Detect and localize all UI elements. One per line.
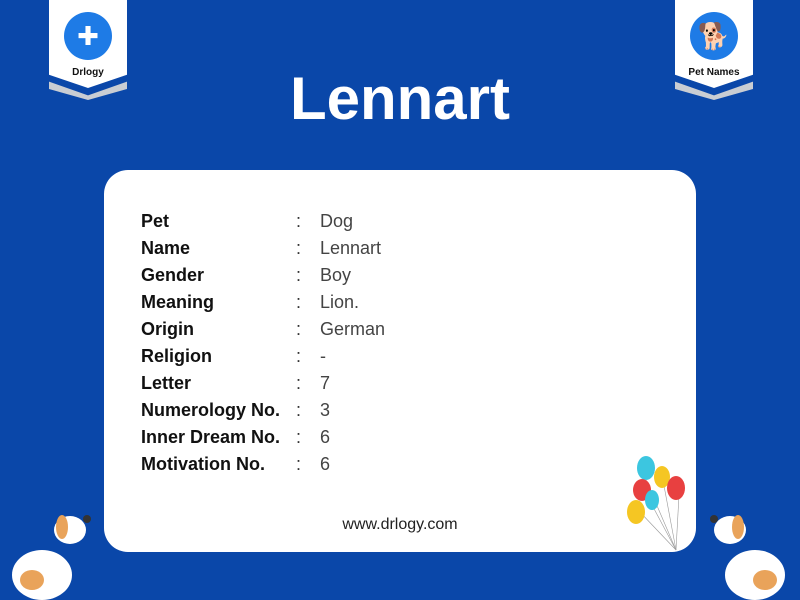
separator: : [296,211,302,231]
separator: : [296,238,302,258]
separator: : [296,454,302,474]
detail-label: Pet [141,211,170,231]
detail-row: Meaning: Lion. [141,289,359,316]
detail-value: 6 [320,427,331,447]
separator: : [296,319,302,339]
detail-value: 6 [320,454,331,474]
detail-row: Pet: Dog [141,208,353,235]
separator: : [296,373,302,393]
detail-value: Dog [320,211,354,231]
dog-cat-icon: 🐕 [690,12,738,60]
detail-label: Meaning [141,292,215,312]
detail-row: Inner Dream No.:6 [141,424,330,451]
detail-value: Lion. [320,292,360,312]
detail-label: Name [141,238,191,258]
page-title: Lennart [289,65,511,132]
website-link[interactable]: www.drlogy.com [342,516,458,533]
separator: : [296,265,302,285]
detail-label: Numerology No. [141,400,281,420]
drlogy-logo: ✚ Drlogy [49,0,127,100]
detail-row: Origin: German [141,316,385,343]
pet-names-logo: 🐕 Pet Names [675,0,753,100]
medical-cross-icon: ✚ [64,12,112,60]
detail-label: Origin [141,319,194,339]
detail-value: Boy [320,265,352,285]
separator: : [296,346,302,366]
dog-illustration-right [710,515,785,600]
detail-row: Gender: Boy [141,262,351,289]
detail-value: 3 [320,400,331,420]
detail-row: Letter:7 [141,370,330,397]
separator: : [296,292,302,312]
detail-row: Numerology No.:3 [141,397,330,424]
detail-label: Motivation No. [141,454,265,474]
detail-value: Lennart [320,238,382,258]
detail-label: Religion [141,346,212,366]
detail-value: German [320,319,386,339]
details-card: Pet: Dog Name: Lennart Gender: Boy Meaning: Lio… [104,170,696,552]
dog-illustration-left [12,515,91,600]
detail-label: Gender [141,265,205,285]
detail-value: - [320,346,326,366]
detail-row: Name: Lennart [141,235,381,262]
detail-row: Motivation No.:6 [141,451,330,478]
detail-label: Inner Dream No. [141,427,281,447]
separator: : [296,427,302,447]
detail-value: 7 [320,373,331,393]
detail-row: Religion: - [141,343,326,370]
separator: : [296,400,302,420]
balloons-icon [627,456,685,551]
detail-label: Letter [141,373,192,393]
